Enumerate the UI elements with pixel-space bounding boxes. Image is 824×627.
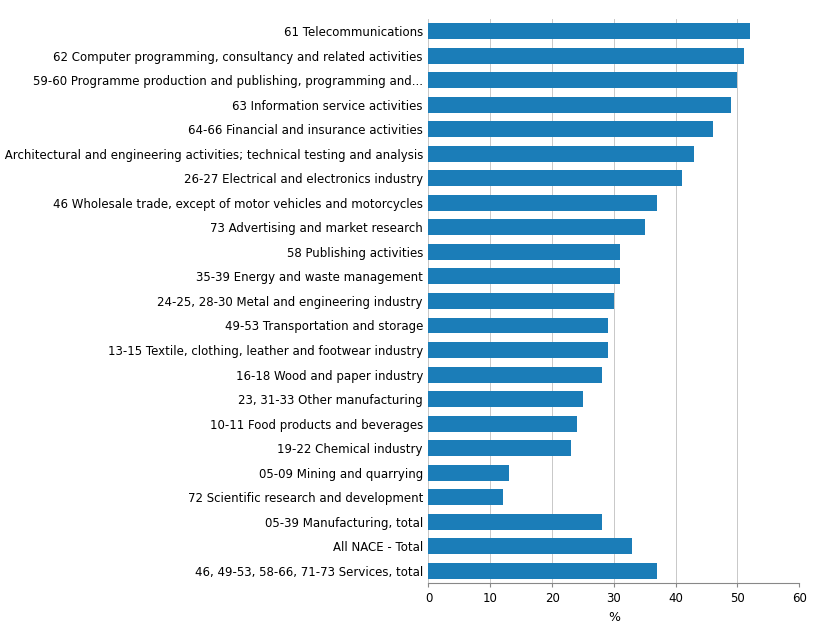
Bar xyxy=(428,391,583,407)
Bar xyxy=(428,440,570,456)
Bar xyxy=(428,171,681,186)
Bar xyxy=(428,121,713,137)
Bar xyxy=(428,219,644,235)
Bar xyxy=(428,342,608,358)
Bar xyxy=(428,489,503,505)
X-axis label: %: % xyxy=(608,611,620,624)
Bar xyxy=(428,72,737,88)
Bar xyxy=(428,23,750,39)
Bar xyxy=(428,244,620,260)
Bar xyxy=(428,514,602,530)
Bar xyxy=(428,268,620,285)
Bar xyxy=(428,465,508,481)
Bar xyxy=(428,48,743,63)
Bar xyxy=(428,293,614,309)
Bar xyxy=(428,539,632,554)
Bar xyxy=(428,416,577,431)
Bar xyxy=(428,145,694,162)
Bar xyxy=(428,367,602,382)
Bar xyxy=(428,195,657,211)
Bar xyxy=(428,317,608,334)
Bar xyxy=(428,97,731,113)
Bar xyxy=(428,563,657,579)
